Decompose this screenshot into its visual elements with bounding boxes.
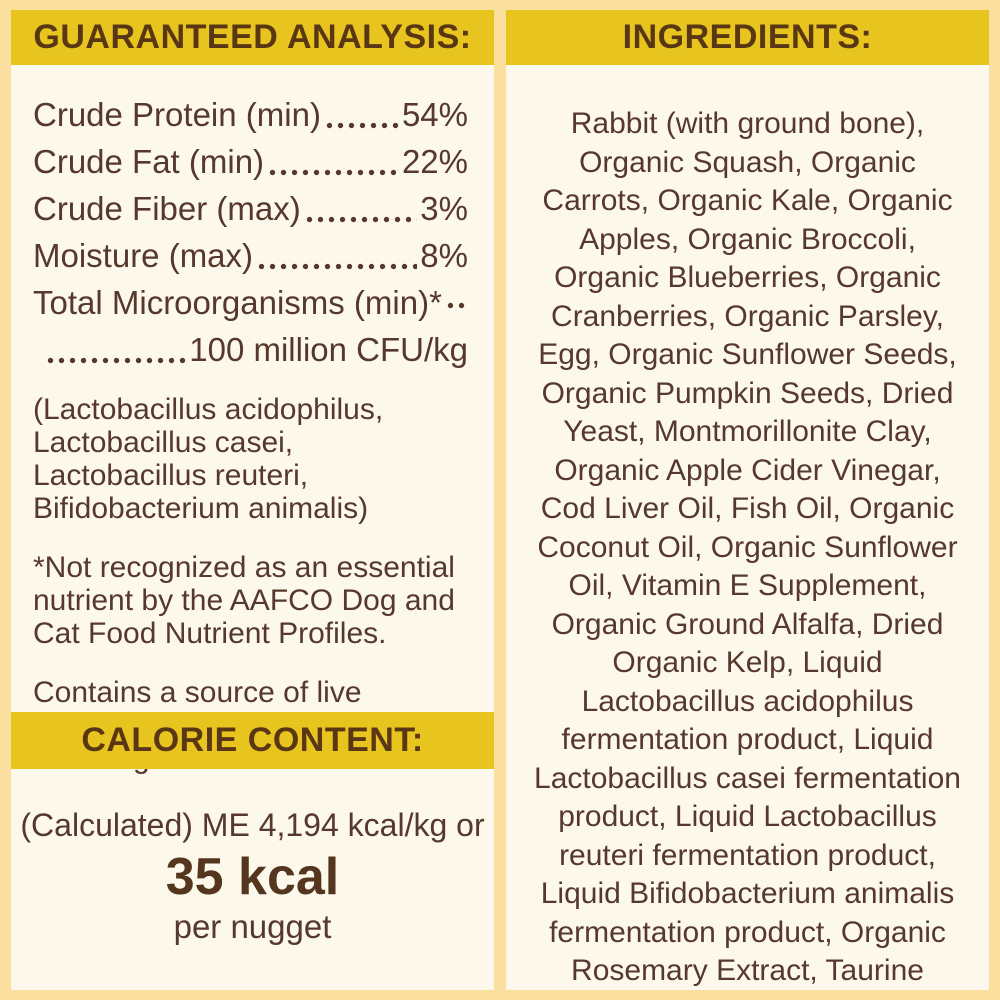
analysis-value: 8%: [420, 237, 468, 274]
guaranteed-analysis-title: GUARANTEED ANALYSIS:: [33, 18, 472, 56]
aafco-footnote: *Not recognized as an essential nutrient…: [33, 551, 455, 650]
dot-leader: [444, 279, 465, 326]
analysis-row-crude-fiber: Crude Fiber (max) 3%: [33, 185, 468, 232]
analysis-row-crude-fat: Crude Fat (min) 22%: [33, 138, 468, 185]
calorie-calculated-line: (Calculated) ME 4,194 kcal/kg or: [20, 807, 485, 843]
analysis-row-microorganisms-value: 100 million CFU/kg: [33, 326, 468, 373]
analysis-label: Moisture (max): [33, 237, 254, 274]
guaranteed-analysis-panel: GUARANTEED ANALYSIS: Crude Protein (min)…: [11, 10, 494, 990]
calorie-content-body: (Calculated) ME 4,194 kcal/kg or 35 kcal…: [11, 769, 494, 945]
ingredients-header: INGREDIENTS:: [506, 10, 989, 65]
dot-leader: [45, 326, 187, 373]
analysis-value: 3%: [420, 190, 468, 227]
dot-leader: [267, 138, 399, 185]
analysis-value: 100 million CFU/kg: [189, 331, 468, 368]
dot-leader: [303, 185, 418, 232]
calorie-per-nugget-value: 35 kcal: [165, 848, 340, 906]
calorie-per-nugget-unit: per nugget: [173, 908, 332, 945]
ingredients-list: Rabbit (with ground bone), Organic Squas…: [534, 107, 961, 987]
guaranteed-analysis-body: Crude Protein (min) 54% Crude Fat (min) …: [11, 65, 494, 775]
analysis-label: Crude Protein (min): [33, 96, 321, 133]
analysis-label: Crude Fiber (max): [33, 190, 301, 227]
analysis-row-moisture: Moisture (max) 8%: [33, 232, 468, 279]
guaranteed-analysis-header: GUARANTEED ANALYSIS:: [11, 10, 494, 65]
dot-leader: [256, 232, 418, 279]
analysis-label: Total Microorganisms (min)*: [33, 284, 442, 321]
analysis-value: 54%: [401, 96, 468, 133]
calorie-content-header: CALORIE CONTENT:: [11, 712, 494, 769]
calorie-content-title: CALORIE CONTENT:: [81, 721, 424, 759]
probiotic-species-note: (Lactobacillus acidophilus, Lactobacillu…: [33, 393, 384, 525]
ingredients-panel: INGREDIENTS: Rabbit (with ground bone), …: [506, 10, 989, 990]
ingredients-title: INGREDIENTS:: [622, 18, 873, 56]
analysis-row-crude-protein: Crude Protein (min) 54%: [33, 91, 468, 138]
analysis-value: 22%: [401, 143, 468, 180]
analysis-label: Crude Fat (min): [33, 143, 265, 180]
analysis-row-microorganisms: Total Microorganisms (min)*: [33, 279, 468, 326]
dot-leader: [323, 91, 399, 138]
